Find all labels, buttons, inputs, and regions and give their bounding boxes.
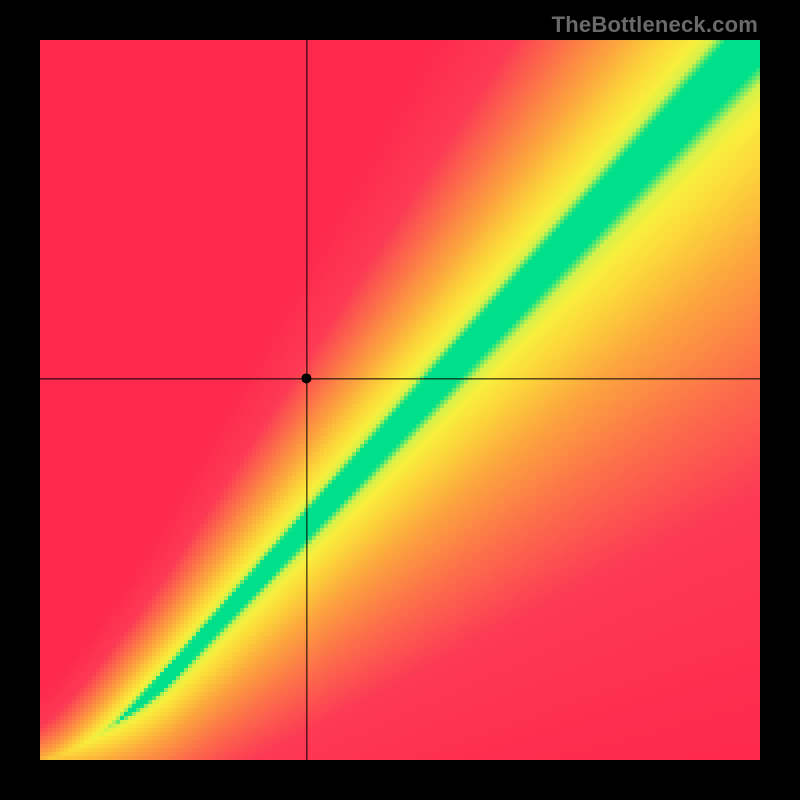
heatmap-plot <box>40 40 760 760</box>
chart-container: { "watermark": { "text": "TheBottleneck.… <box>0 0 800 800</box>
watermark-text: TheBottleneck.com <box>552 12 758 38</box>
heatmap-canvas <box>40 40 760 760</box>
